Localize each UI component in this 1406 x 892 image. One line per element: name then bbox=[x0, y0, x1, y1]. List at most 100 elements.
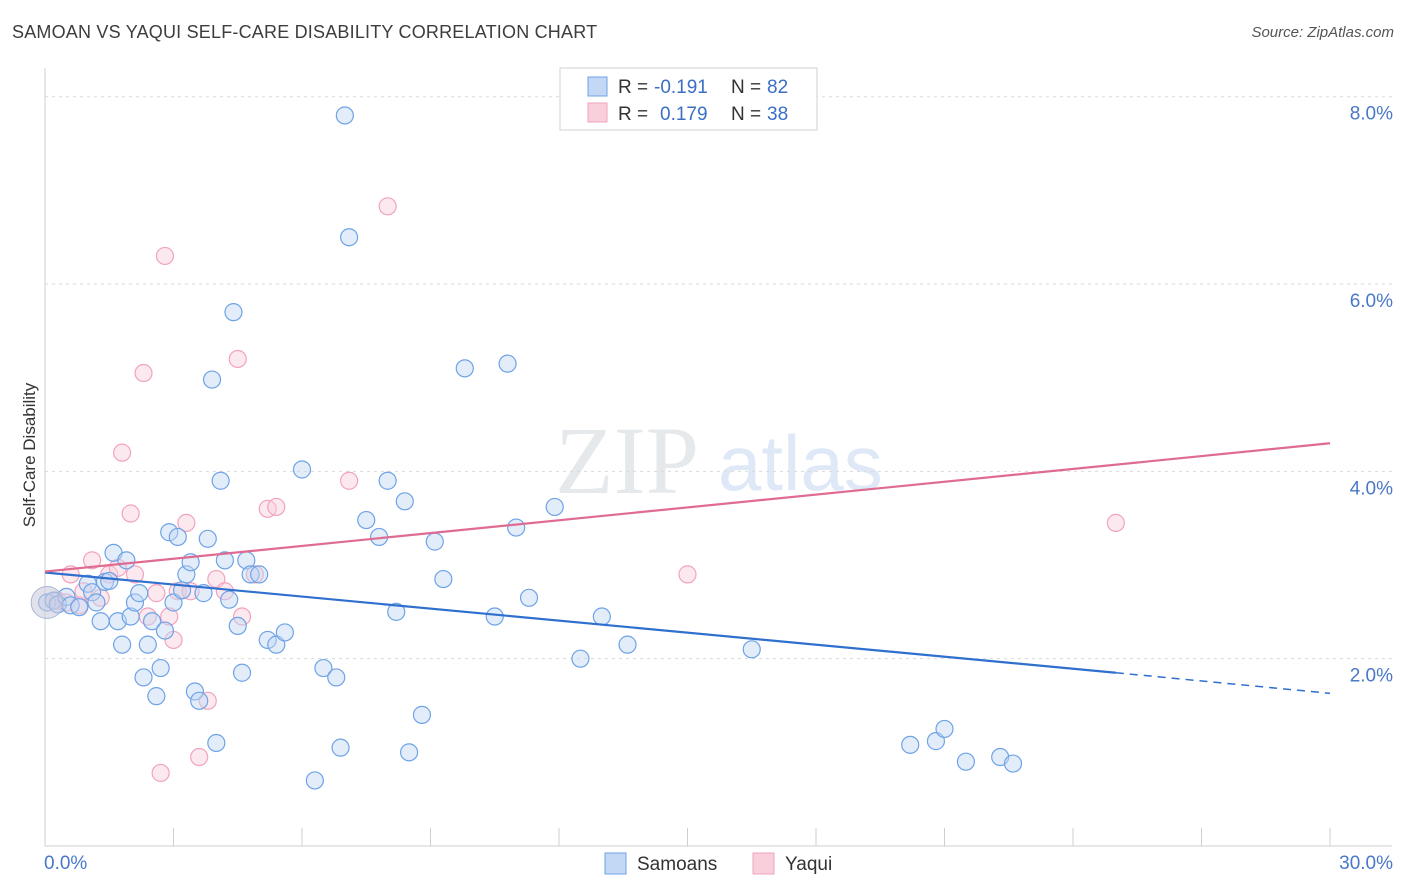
samoan-point bbox=[327, 668, 346, 687]
yaqui-point bbox=[378, 197, 397, 216]
yaqui-n-value: 38 bbox=[767, 104, 788, 125]
samoan-point bbox=[305, 771, 324, 790]
samoan-point bbox=[134, 668, 153, 687]
yaqui-point bbox=[1106, 513, 1125, 532]
yaqui-n-label: N = bbox=[731, 104, 761, 125]
yaqui-point bbox=[267, 497, 286, 517]
yaqui-point bbox=[228, 349, 247, 369]
samoan-point bbox=[314, 658, 333, 678]
samoan-point bbox=[545, 497, 564, 517]
y-tick-label: 6.0% bbox=[1350, 291, 1393, 312]
yaqui-point bbox=[160, 607, 179, 626]
samoan-cluster-point bbox=[30, 585, 64, 619]
yaqui-point bbox=[155, 246, 175, 266]
samoan-point bbox=[100, 571, 119, 591]
samoan-point bbox=[592, 607, 611, 626]
samoan-point bbox=[571, 649, 590, 668]
samoans-trendline bbox=[44, 571, 1116, 674]
yaqui-point bbox=[177, 513, 196, 532]
samoan-point bbox=[190, 691, 209, 710]
stats-legend: R = -0.191 N = 82 R = 0.179 N = 38 bbox=[559, 67, 818, 131]
samoan-point bbox=[498, 354, 517, 373]
samoan-point bbox=[395, 492, 414, 511]
samoan-point bbox=[117, 551, 136, 570]
samoan-point bbox=[387, 602, 406, 621]
x-tick-label-min: 0.0% bbox=[44, 853, 87, 874]
samoan-point bbox=[378, 471, 397, 490]
samoan-point bbox=[258, 630, 277, 650]
samoan-point bbox=[160, 523, 179, 542]
samoan-point bbox=[211, 471, 230, 490]
y-tick-label: 8.0% bbox=[1350, 104, 1393, 125]
yaqui-point bbox=[190, 747, 209, 767]
yaqui-point bbox=[340, 471, 359, 490]
samoan-point bbox=[357, 510, 376, 530]
trendlines bbox=[44, 442, 1331, 695]
samoans-stats-swatch bbox=[587, 76, 608, 97]
samoan-point bbox=[91, 612, 110, 631]
samoan-points bbox=[30, 106, 1023, 790]
y-tick-label: 2.0% bbox=[1350, 666, 1393, 687]
samoan-point bbox=[194, 584, 213, 603]
samoan-point bbox=[87, 593, 106, 612]
yaqui-point bbox=[245, 565, 264, 584]
samoan-point bbox=[399, 743, 419, 762]
samoan-point bbox=[83, 583, 102, 602]
watermark: ZIP atlas bbox=[555, 407, 883, 514]
yaqui-point bbox=[83, 551, 102, 570]
samoan-point bbox=[455, 359, 474, 378]
samoan-point bbox=[228, 616, 247, 636]
samoan-point bbox=[138, 635, 157, 654]
samoan-point bbox=[220, 590, 239, 609]
samoan-point bbox=[202, 370, 222, 389]
samoan-point bbox=[412, 705, 432, 724]
yaqui-r-label: R = bbox=[618, 104, 648, 125]
samoan-point bbox=[901, 735, 920, 754]
watermark-atlas: atlas bbox=[718, 419, 883, 507]
yaqui-legend-label: Yaqui bbox=[785, 854, 832, 875]
samoans-legend-swatch bbox=[604, 852, 627, 875]
gridlines bbox=[45, 96, 1392, 660]
samoan-point bbox=[434, 569, 453, 589]
samoan-point bbox=[125, 593, 145, 612]
samoan-point bbox=[425, 532, 444, 551]
samoan-point bbox=[232, 663, 252, 682]
yaqui-point bbox=[121, 504, 140, 523]
samoan-point bbox=[121, 607, 140, 626]
samoan-point bbox=[207, 733, 226, 753]
samoan-point bbox=[155, 621, 175, 640]
yaqui-point bbox=[134, 363, 153, 383]
samoan-point bbox=[331, 738, 350, 757]
samoan-point bbox=[215, 551, 234, 570]
samoans-n-label: N = bbox=[731, 77, 761, 98]
samoan-point bbox=[1003, 754, 1023, 773]
yaqui-stats-swatch bbox=[587, 102, 608, 123]
samoans-r-value: -0.191 bbox=[654, 77, 708, 98]
samoan-point bbox=[130, 584, 149, 603]
series-legend: Samoans Yaqui bbox=[604, 852, 832, 875]
yaqui-r-value: 0.179 bbox=[660, 104, 708, 125]
samoan-point bbox=[618, 635, 637, 654]
samoan-point bbox=[168, 527, 187, 547]
watermark-zip: ZIP bbox=[555, 407, 699, 514]
samoan-point bbox=[112, 635, 132, 654]
yaqui-point bbox=[678, 565, 697, 584]
samoans-r-label: R = bbox=[618, 77, 648, 98]
yaqui-legend-swatch bbox=[752, 852, 775, 875]
samoan-point bbox=[185, 682, 205, 701]
samoan-point bbox=[935, 719, 954, 739]
samoan-point bbox=[151, 658, 170, 678]
axes bbox=[44, 68, 1392, 847]
samoan-point bbox=[142, 612, 162, 631]
samoan-point bbox=[147, 687, 166, 706]
samoan-point bbox=[224, 303, 243, 322]
chart-title: SAMOAN VS YAQUI SELF-CARE DISABILITY COR… bbox=[12, 22, 598, 42]
samoan-point bbox=[250, 565, 269, 584]
samoan-point bbox=[340, 228, 359, 247]
samoan-point bbox=[275, 623, 294, 642]
y-axis-label: Self-Care Disability bbox=[20, 382, 39, 527]
samoans-legend-label: Samoans bbox=[637, 854, 717, 875]
x-tick-label-max: 30.0% bbox=[1339, 853, 1393, 874]
yaqui-point bbox=[151, 763, 170, 783]
samoans-trendline-extension bbox=[1115, 671, 1331, 695]
